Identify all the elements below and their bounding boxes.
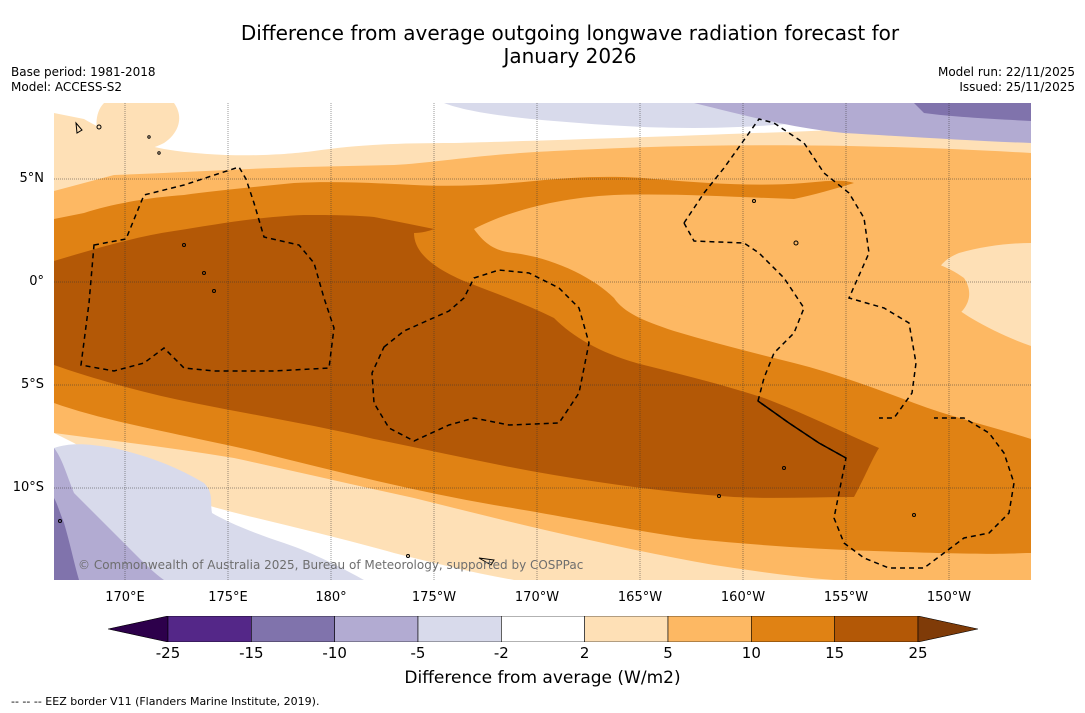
- band-minus15-south: [54, 498, 79, 580]
- band-minus15-north: [914, 103, 1031, 121]
- eez-borders: [80, 118, 1015, 569]
- lon-label-180: 180°: [315, 590, 347, 605]
- colorbar-bin-8: [834, 616, 919, 642]
- colorbar-bin-2: [334, 616, 419, 642]
- band-pale-patch: [96, 103, 180, 152]
- colorbar-bin-1: [251, 616, 335, 642]
- title-line-2: January 2026: [503, 44, 637, 68]
- colorbar: [108, 616, 978, 642]
- lat-label-5s: 5°S: [20, 377, 44, 392]
- colorbar-max-extension: [917, 616, 978, 642]
- model-run: Model run: 22/11/2025: [937, 65, 1075, 79]
- meta-left: Base period: 1981-2018 Model: ACCESS-S2: [11, 65, 156, 95]
- colorbar-tick-label: 5: [663, 644, 673, 662]
- band-minus10-south: [54, 448, 164, 580]
- colorbar-bin-3: [417, 616, 502, 642]
- colorbar-title: Difference from average (W/m2): [404, 668, 681, 688]
- copyright-notice: © Commonwealth of Australia 2025, Bureau…: [78, 558, 584, 572]
- colorbar-bin-7: [751, 616, 835, 642]
- lon-label-175w: 175°W: [411, 590, 457, 605]
- lon-label-170e: 170°E: [105, 590, 145, 605]
- band-minus5-south: [54, 444, 364, 580]
- graticule: [54, 103, 1031, 580]
- colorbar-bin-6: [667, 616, 752, 642]
- lat-label-0: 0°: [29, 274, 44, 289]
- lon-label-170w: 170°W: [514, 590, 560, 605]
- eez-solid-segment: [757, 400, 847, 459]
- band-15-25: [54, 215, 879, 498]
- colorbar-bin-4: [501, 616, 585, 642]
- colorbar-tick-label: 2: [579, 644, 590, 662]
- band-2-5-east: [935, 243, 1031, 346]
- title-line-1: Difference from average outgoing longwav…: [240, 21, 900, 45]
- map-title: Difference from average outgoing longwav…: [0, 22, 1085, 68]
- lon-label-160w: 160°W: [720, 590, 766, 605]
- colorbar-bin-0: [167, 616, 252, 642]
- lon-label-175e: 175°E: [208, 590, 248, 605]
- colorbar-tick-label: -5: [410, 644, 426, 662]
- colorbar-min-extension: [108, 616, 169, 642]
- lon-label-155w: 155°W: [823, 590, 869, 605]
- eez-footnote: -- -- -- EEZ border V11 (Flanders Marine…: [11, 695, 320, 708]
- model-name: Model: ACCESS-S2: [11, 80, 123, 94]
- lon-label-150w: 150°W: [926, 590, 972, 605]
- issued-date: Issued: 25/11/2025: [959, 80, 1075, 94]
- anomaly-map: [54, 103, 1031, 580]
- colorbar-bin-5: [584, 616, 669, 642]
- lon-label-165w: 165°W: [617, 590, 663, 605]
- meta-right: Model run: 22/11/2025 Issued: 25/11/2025: [938, 65, 1075, 95]
- base-period: Base period: 1981-2018: [11, 65, 156, 79]
- map-panel: [54, 103, 1031, 580]
- colorbar-tick-label: -15: [239, 644, 264, 662]
- colorbar-tick-label: 25: [908, 644, 928, 662]
- colorbar-tick-label: 10: [741, 644, 761, 662]
- lat-label-10s: 10°S: [12, 480, 44, 495]
- colorbar-tick-label: -25: [155, 644, 181, 662]
- lat-label-5n: 5°N: [19, 171, 45, 186]
- colorbar-tick-label: -10: [322, 644, 347, 662]
- band-2-5-south: [54, 393, 834, 580]
- colorbar-tick-label: 15: [825, 644, 845, 662]
- islands: [58, 121, 916, 566]
- colorbar-tick-label: -2: [493, 644, 509, 662]
